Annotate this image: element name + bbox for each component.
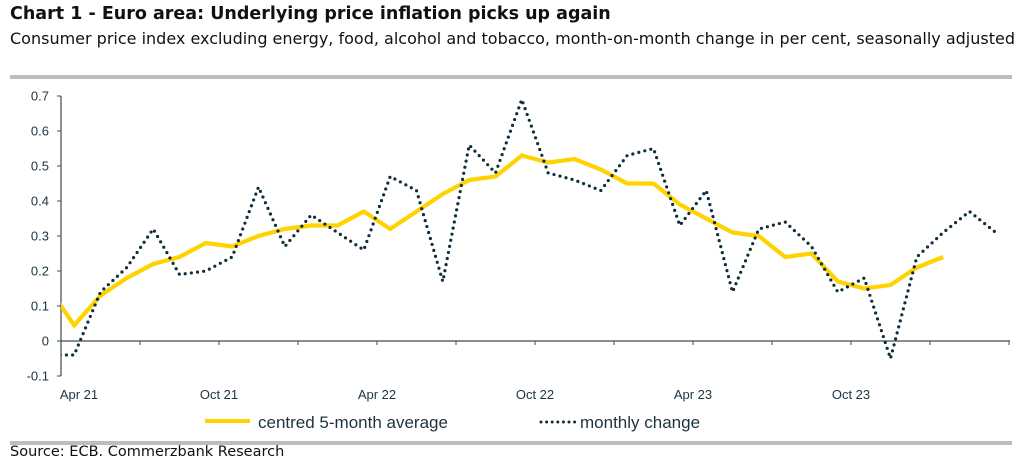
y-tick-label: 0.6	[31, 124, 49, 139]
y-tick-label: 0.5	[31, 159, 49, 174]
x-tick-label: Apr 22	[358, 387, 396, 402]
x-tick-label: Apr 21	[60, 387, 98, 402]
monthly-change-line	[61, 94, 998, 365]
y-tick-label: -0.1	[27, 369, 49, 384]
footer-divider	[10, 441, 1012, 445]
x-tick-label: Apr 23	[674, 387, 712, 402]
legend: centred 5-month average monthly change	[205, 413, 700, 432]
average-line	[61, 153, 944, 329]
x-tick-label: Oct 22	[516, 387, 554, 402]
y-tick-label: 0	[42, 334, 49, 349]
axes: -0.1 0 0.1 0.2 0.3 0.4 0.5 0.6 0.7 Apr 21 Oct 21 Ap…	[27, 89, 1010, 402]
legend-label-average: centred 5-month average	[258, 413, 448, 432]
source-note: Source: ECB. Commerzbank Research	[10, 444, 285, 460]
series-group	[61, 94, 998, 365]
chart-subtitle: Consumer price index excluding energy, f…	[10, 29, 1015, 48]
header-divider	[10, 75, 1012, 79]
y-tick-label: 0.2	[31, 264, 49, 279]
y-tick-label: 0.4	[31, 194, 49, 209]
y-tick-label: 0.7	[31, 89, 49, 104]
x-tick-label: Oct 23	[832, 387, 870, 402]
legend-label-monthly: monthly change	[580, 413, 700, 432]
x-tick-label: Oct 21	[200, 387, 238, 402]
chart-title: Chart 1 - Euro area: Underlying price in…	[10, 4, 611, 24]
y-tick-label: 0.3	[31, 229, 49, 244]
y-tick-label: 0.1	[31, 299, 49, 314]
